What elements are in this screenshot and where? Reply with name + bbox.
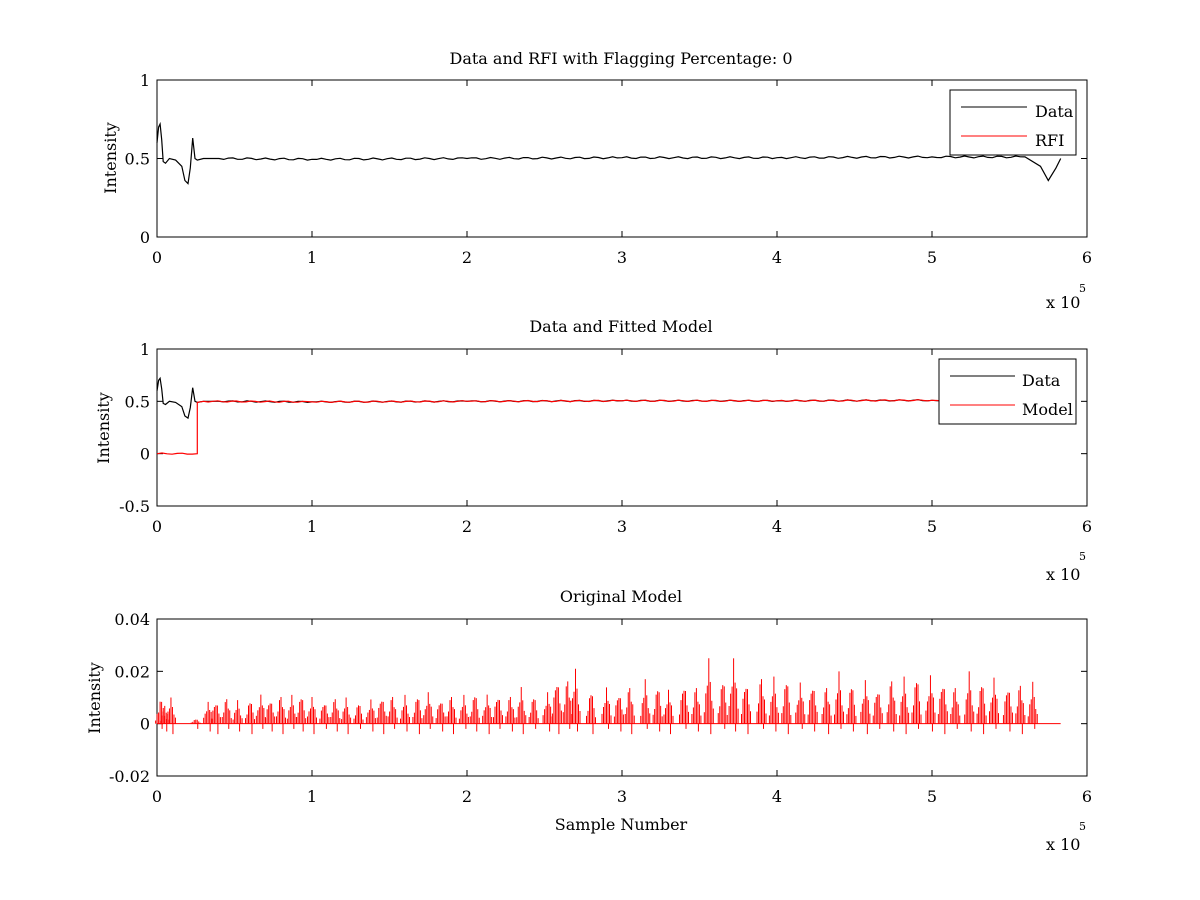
x-tick-label: 1 [307, 517, 317, 536]
legend-label-data: Data [1035, 102, 1074, 121]
panel-data-and-rfi: Data and RFI with Flagging Percentage: 0… [101, 49, 1092, 312]
x-exponent-power: 5 [1079, 550, 1086, 563]
x-tick-label: 6 [1082, 248, 1092, 267]
x-tick-label: 5 [927, 517, 937, 536]
y-tick-label: -0.5 [119, 497, 150, 516]
plot-lines [156, 376, 1062, 455]
y-tick-label: 0.02 [114, 662, 150, 681]
y-axis-label: Intensity [94, 392, 113, 464]
panel-title: Data and Fitted Model [529, 317, 712, 336]
x-axis-label: Sample Number [555, 815, 688, 834]
x-tick-label: 0 [152, 787, 162, 806]
y-axis-label: Intensity [101, 122, 120, 194]
legend-box [938, 358, 1077, 425]
panel-title: Data and RFI with Flagging Percentage: 0 [449, 49, 792, 68]
legend: Data RFI [949, 89, 1077, 156]
plot-lines [155, 658, 1061, 735]
plot-lines [156, 121, 1062, 185]
x-tick-label: 6 [1082, 517, 1092, 536]
x-tick-label: 1 [307, 787, 317, 806]
x-tick-label: 0 [152, 248, 162, 267]
legend-box [949, 89, 1077, 156]
x-tick-label: 6 [1082, 787, 1092, 806]
x-exponent-power: 5 [1079, 820, 1086, 833]
x-tick-label: 4 [772, 517, 782, 536]
series-line-data [156, 121, 1062, 185]
x-tick-label: 2 [462, 248, 472, 267]
legend-label-rfi: RFI [1035, 131, 1064, 150]
legend: Data Model [938, 358, 1077, 425]
y-tick-label: 0.5 [125, 392, 150, 411]
x-tick-label: 4 [772, 787, 782, 806]
series-line-model [156, 399, 1061, 455]
panel-data-and-fitted-model: Data and Fitted Model 0 1 2 3 4 5 6-0.500.51 I… [94, 317, 1092, 584]
y-tick-label: 0 [140, 715, 150, 734]
x-tick-label: 3 [617, 787, 627, 806]
y-tick-label: 1 [140, 340, 150, 359]
x-tick-label: 1 [307, 248, 317, 267]
y-tick-label: -0.02 [109, 767, 150, 786]
x-tick-label: 3 [617, 248, 627, 267]
x-tick-label: 3 [617, 517, 627, 536]
y-tick-label: 0 [140, 228, 150, 247]
y-tick-label: 1 [140, 71, 150, 90]
legend-label-data: Data [1022, 371, 1061, 390]
panel-title: Original Model [560, 587, 682, 606]
x-exponent-base: x 10 [1046, 835, 1080, 854]
x-tick-label: 0 [152, 517, 162, 536]
y-tick-label: 0.04 [114, 610, 150, 629]
x-exponent-power: 5 [1079, 282, 1086, 295]
y-tick-label: 0 [140, 445, 150, 464]
legend-label-model: Model [1022, 400, 1073, 419]
x-tick-label: 5 [927, 248, 937, 267]
plot-area [156, 79, 1088, 238]
x-tick-label: 4 [772, 248, 782, 267]
x-tick-label: 2 [462, 517, 472, 536]
x-exponent-base: x 10 [1046, 565, 1080, 584]
x-tick-label: 2 [462, 787, 472, 806]
x-tick-label: 5 [927, 787, 937, 806]
y-tick-label: 0.5 [125, 150, 150, 169]
axis-ticks: 0 1 2 3 4 5 6 0 0.5 1 [125, 71, 1093, 267]
plot-area [156, 348, 1088, 507]
y-axis-label: Intensity [85, 662, 104, 734]
plot-area [156, 618, 1088, 777]
x-exponent-base: x 10 [1046, 293, 1080, 312]
